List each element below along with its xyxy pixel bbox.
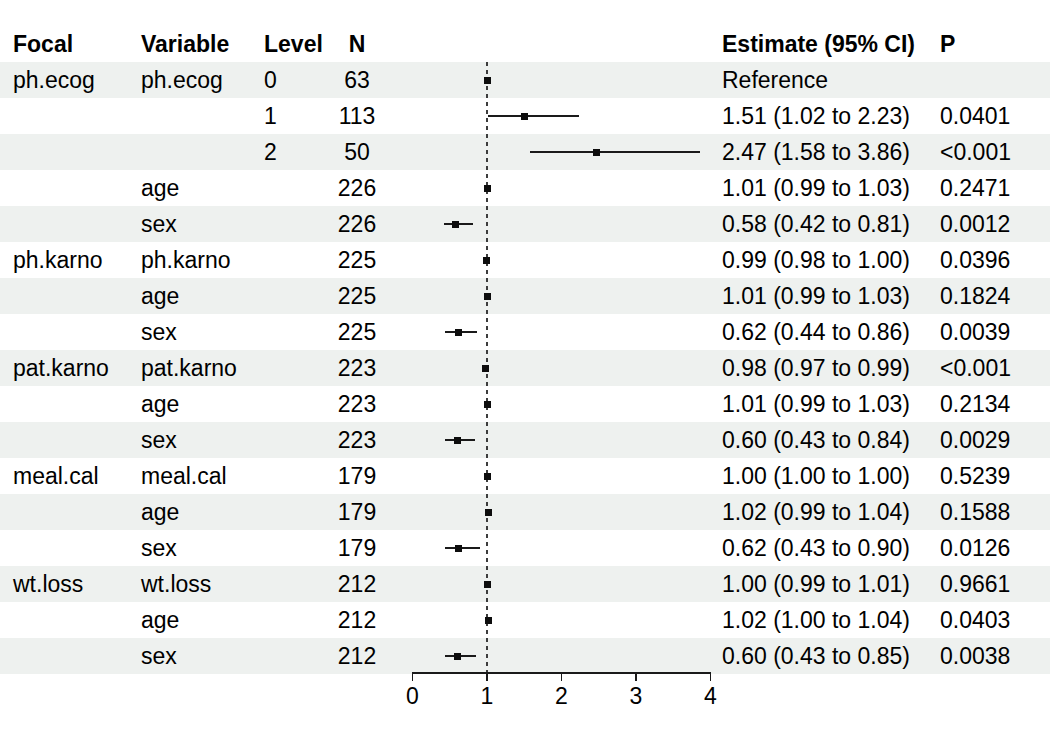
ci-line [488, 115, 578, 117]
estimate-marker [455, 545, 462, 552]
axis-tick-label: 1 [457, 683, 517, 710]
estimate-marker [455, 329, 462, 336]
estimate-marker [483, 257, 490, 264]
axis-tick [561, 672, 563, 681]
estimate-marker [521, 113, 528, 120]
estimate-marker [454, 437, 461, 444]
estimate-marker [484, 293, 491, 300]
axis-tick [710, 672, 712, 681]
estimate-marker [484, 77, 491, 84]
forest-plot: Focal Variable Level N Estimate (95% CI)… [0, 0, 1050, 750]
estimate-marker [484, 185, 491, 192]
estimate-marker [482, 365, 489, 372]
estimate-marker [593, 149, 600, 156]
estimate-marker [484, 473, 491, 480]
axis-tick [635, 672, 637, 681]
axis-tick-label: 4 [681, 683, 741, 710]
axis-tick [486, 672, 488, 681]
estimate-marker [484, 401, 491, 408]
ci-line [530, 151, 700, 153]
axis-tick-label: 2 [532, 683, 592, 710]
axis-tick-label: 0 [383, 683, 443, 710]
axis-tick [412, 672, 414, 681]
estimate-marker [454, 653, 461, 660]
estimate-marker [485, 617, 492, 624]
estimate-marker [452, 221, 459, 228]
estimate-marker [484, 581, 491, 588]
plot-panel: 01234 [0, 0, 1050, 750]
axis-tick-label: 3 [606, 683, 666, 710]
estimate-marker [485, 509, 492, 516]
